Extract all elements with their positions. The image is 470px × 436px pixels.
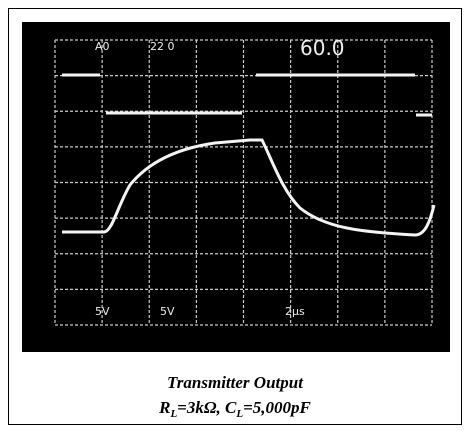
caption-text: =3kΩ, C: [177, 398, 237, 417]
scope-label: 5V: [160, 305, 175, 318]
scope-label: 5V: [95, 305, 110, 318]
scope-label: 2μs: [285, 305, 305, 318]
figure: A0 22 0 60.0 5V 5V 2μs Transmitter Outpu…: [0, 0, 470, 431]
scope-label: 22 0: [150, 40, 175, 53]
caption-title: Transmitter Output: [167, 373, 304, 392]
caption-conditions: RL=3kΩ, CL=5,000pF: [158, 398, 311, 420]
scope-label: 60.0: [300, 36, 345, 60]
caption-text: R: [158, 398, 170, 417]
caption-text: =5,000pF: [243, 398, 311, 417]
scope-screen: [22, 22, 450, 352]
scope-label: A0: [95, 40, 110, 53]
